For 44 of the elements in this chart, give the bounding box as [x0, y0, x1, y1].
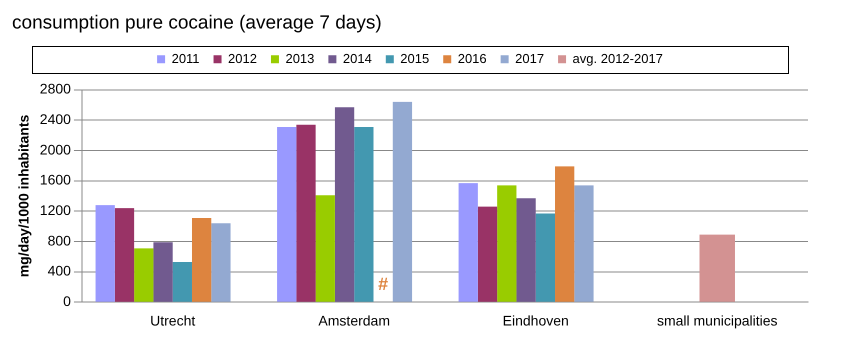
- annotation: #: [378, 274, 388, 294]
- bar: [277, 126, 296, 302]
- bar: [316, 195, 335, 302]
- y-tick-label: 2400: [40, 111, 72, 127]
- bar: [516, 198, 536, 302]
- bar: [555, 166, 574, 302]
- bar: [478, 206, 498, 302]
- bar: [153, 242, 173, 302]
- y-tick-label: 2800: [40, 80, 72, 97]
- bar: [392, 102, 412, 302]
- y-tick-label: 2000: [40, 141, 72, 158]
- bar: [296, 124, 316, 302]
- legend-label: 2012: [228, 50, 257, 66]
- y-axis-title: mg/day/1000 inhabitants: [15, 114, 32, 278]
- bar: [497, 185, 516, 302]
- bar: [536, 213, 556, 302]
- x-tick-label: Utrecht: [150, 312, 196, 328]
- x-tick-label: Amsterdam: [318, 312, 390, 328]
- bar: [211, 223, 231, 302]
- legend-label: 2015: [400, 50, 430, 66]
- legend-label: 2011: [172, 50, 200, 66]
- bar: [354, 126, 374, 302]
- legend-label: 2013: [285, 50, 314, 66]
- bar: [172, 262, 192, 302]
- legend-label: avg. 2012-2017: [572, 50, 663, 66]
- y-tick-label: 1200: [40, 202, 72, 218]
- y-tick-label: 400: [48, 262, 72, 279]
- y-tick-label: 1600: [40, 172, 72, 188]
- bar: [700, 234, 735, 302]
- x-tick-label: small municipalities: [656, 312, 778, 328]
- bar: [334, 107, 354, 302]
- legend-label: 2017: [515, 50, 544, 66]
- bar: [574, 185, 594, 302]
- legend-label: 2016: [458, 50, 487, 66]
- legend-label: 2014: [342, 50, 372, 66]
- bar: [458, 183, 478, 302]
- bar: [114, 208, 134, 302]
- y-tick-label: 0: [63, 293, 72, 310]
- x-tick-label: Eindhoven: [502, 312, 569, 328]
- bar: [192, 218, 212, 302]
- y-tick-label: 800: [48, 232, 72, 248]
- chart-title: consumption pure cocaine (average 7 days): [12, 12, 382, 34]
- bar: [96, 205, 115, 302]
- bar: [134, 248, 154, 302]
